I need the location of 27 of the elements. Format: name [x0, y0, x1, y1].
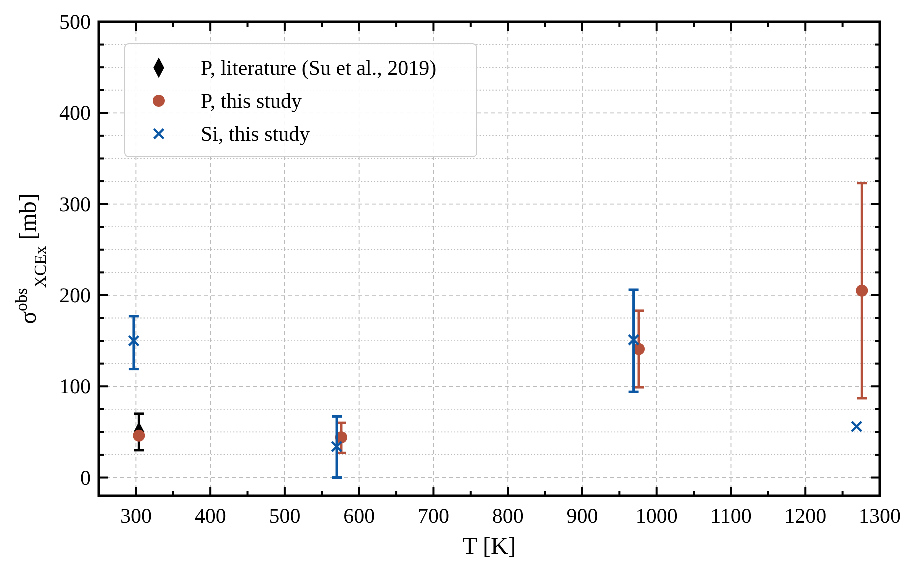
x-tick-label: 800 — [492, 504, 524, 528]
y-tick-label: 0 — [80, 466, 91, 490]
point — [331, 440, 343, 453]
y-tick-label: 200 — [60, 283, 91, 308]
x-tick-label: 1100 — [710, 504, 752, 528]
x-tick-label: 1000 — [636, 504, 678, 528]
y-tick-label: 300 — [60, 192, 91, 216]
point — [128, 335, 140, 347]
x-axis-title: T [K] — [462, 534, 516, 560]
x-tick-label: 500 — [269, 504, 301, 528]
x-tick-label: 600 — [344, 504, 376, 528]
x-tick-label: 1200 — [784, 504, 827, 528]
x-tick-label: 400 — [194, 504, 226, 528]
legend-label: P, this study — [201, 89, 302, 113]
point — [628, 334, 640, 346]
x-tick-label: 1300 — [859, 504, 901, 528]
point — [856, 284, 868, 297]
point — [133, 430, 146, 442]
y-tick-label: 500 — [60, 10, 91, 34]
y-tick-label: 400 — [60, 101, 91, 126]
x-tick-label: 700 — [418, 504, 450, 528]
legend-label: Si, this study — [201, 122, 311, 146]
x-tick-label: 300 — [120, 504, 152, 528]
x-tick-label: 900 — [566, 504, 598, 528]
y-tick-label: 100 — [60, 374, 91, 399]
point — [851, 420, 863, 433]
legend-label: P, literature (Su et al., 2019) — [201, 56, 437, 80]
